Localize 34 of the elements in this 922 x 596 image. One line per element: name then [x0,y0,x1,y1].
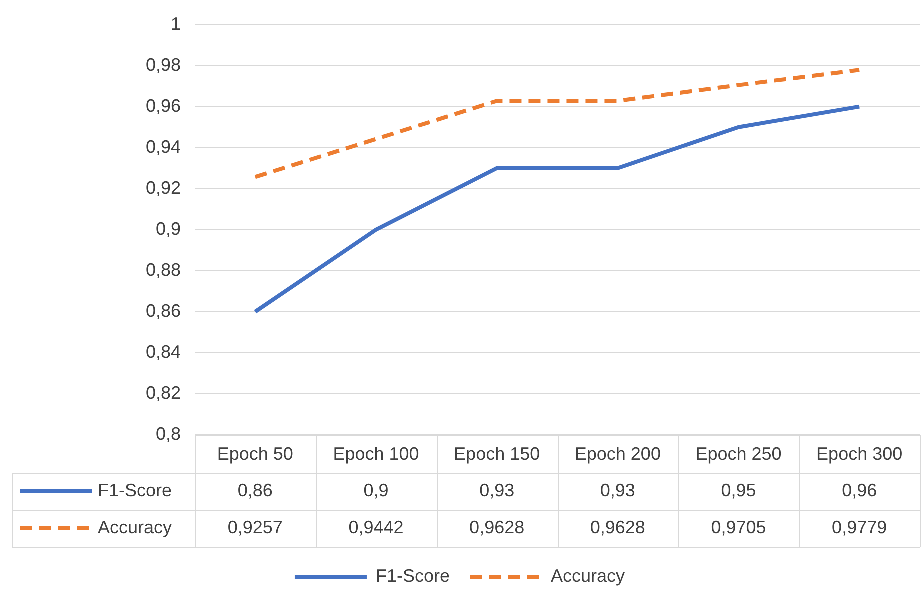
y-tick-label: 0,94 [146,136,181,157]
x-tick-label: Epoch 250 [696,444,782,464]
y-tick-label: 0,84 [146,342,181,362]
y-tick-label: 0,98 [146,54,181,75]
y-tick-label: 0,86 [146,300,181,321]
data-label: 0,9705 [711,517,766,538]
y-tick-label: 0,82 [146,382,181,403]
data-label: 0,9628 [590,517,646,538]
data-label: 0,9628 [470,517,525,538]
y-tick-label: 0,9 [156,218,181,239]
y-tick-label: 0,92 [146,178,181,198]
data-label: 0,95 [721,480,756,500]
x-tick-label: Epoch 200 [574,444,661,464]
data-label: 0,9442 [348,517,404,538]
data-label: 0,96 [842,480,878,500]
data-label: 0,9779 [832,517,888,538]
x-tick-label: Epoch 300 [816,444,903,464]
data-label: 0,9257 [228,517,283,538]
data-label: 0,93 [480,480,515,500]
x-tick-label: Epoch 150 [454,444,540,464]
text: F1-Score [376,566,450,586]
x-tick-label: Epoch 100 [333,444,420,464]
data-label: 0,9 [364,480,389,500]
text: Accuracy [551,566,626,586]
y-tick-label: 0,96 [146,96,181,116]
legend-label: F1-Score [98,480,172,500]
legend-label: Accuracy [98,517,172,538]
line-series [253,68,862,180]
y-tick-label: 0,88 [146,260,181,280]
y-tick-label: 0,8 [156,424,181,444]
data-label: 0,86 [238,480,273,500]
x-tick-label: Epoch 50 [217,444,294,464]
data-label: 0,93 [600,480,636,500]
y-tick-label: 1 [170,14,181,34]
